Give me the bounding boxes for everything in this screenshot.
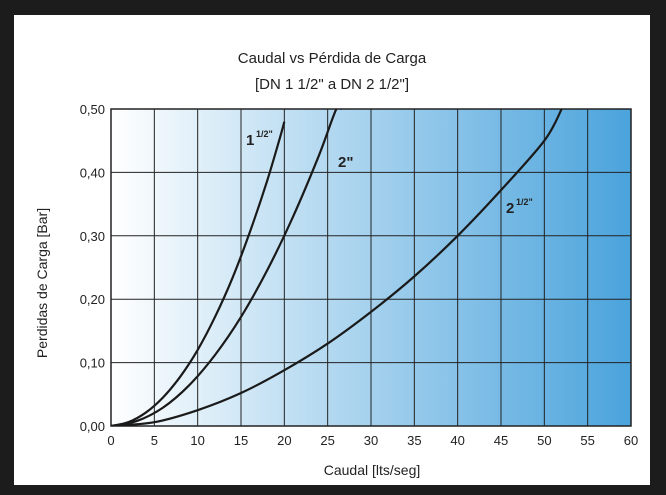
y-tick-label: 0,10 [80, 356, 105, 371]
x-tick-label: 0 [107, 433, 114, 448]
x-tick-label: 30 [364, 433, 378, 448]
y-tick-label: 0,50 [80, 102, 105, 117]
x-tick-label: 35 [407, 433, 421, 448]
chart-svg: Caudal vs Pérdida de Carga [DN 1 1/2" a … [14, 15, 650, 485]
x-tick-label: 50 [537, 433, 551, 448]
series-label-sup-2: 1/2" [516, 197, 533, 207]
x-axis-label: Caudal [lts/seg] [324, 462, 421, 478]
x-tick-label: 60 [624, 433, 638, 448]
x-tick-label: 15 [234, 433, 248, 448]
series-label-0: 1 [246, 132, 254, 149]
y-tick-label: 0,20 [80, 292, 105, 307]
x-tick-label: 5 [151, 433, 158, 448]
series-label-2: 2 [506, 200, 514, 217]
series-label-1: 2" [338, 154, 353, 171]
x-tick-label: 25 [320, 433, 334, 448]
y-tick-label: 0,30 [80, 229, 105, 244]
x-tick-label: 40 [450, 433, 464, 448]
y-tick-label: 0,40 [80, 165, 105, 180]
x-tick-label: 10 [190, 433, 204, 448]
x-tick-label: 45 [494, 433, 508, 448]
chart-title: Caudal vs Pérdida de Carga [238, 50, 427, 67]
y-tick-label: 0,00 [80, 419, 105, 434]
chart-subtitle: [DN 1 1/2" a DN 2 1/2"] [255, 76, 409, 93]
x-tick-label: 55 [580, 433, 594, 448]
chart-panel: Caudal vs Pérdida de Carga [DN 1 1/2" a … [14, 15, 650, 485]
x-tick-label: 20 [277, 433, 291, 448]
series-label-sup-0: 1/2" [256, 129, 273, 139]
y-axis-label: Perdidas de Carga [Bar] [34, 208, 50, 358]
